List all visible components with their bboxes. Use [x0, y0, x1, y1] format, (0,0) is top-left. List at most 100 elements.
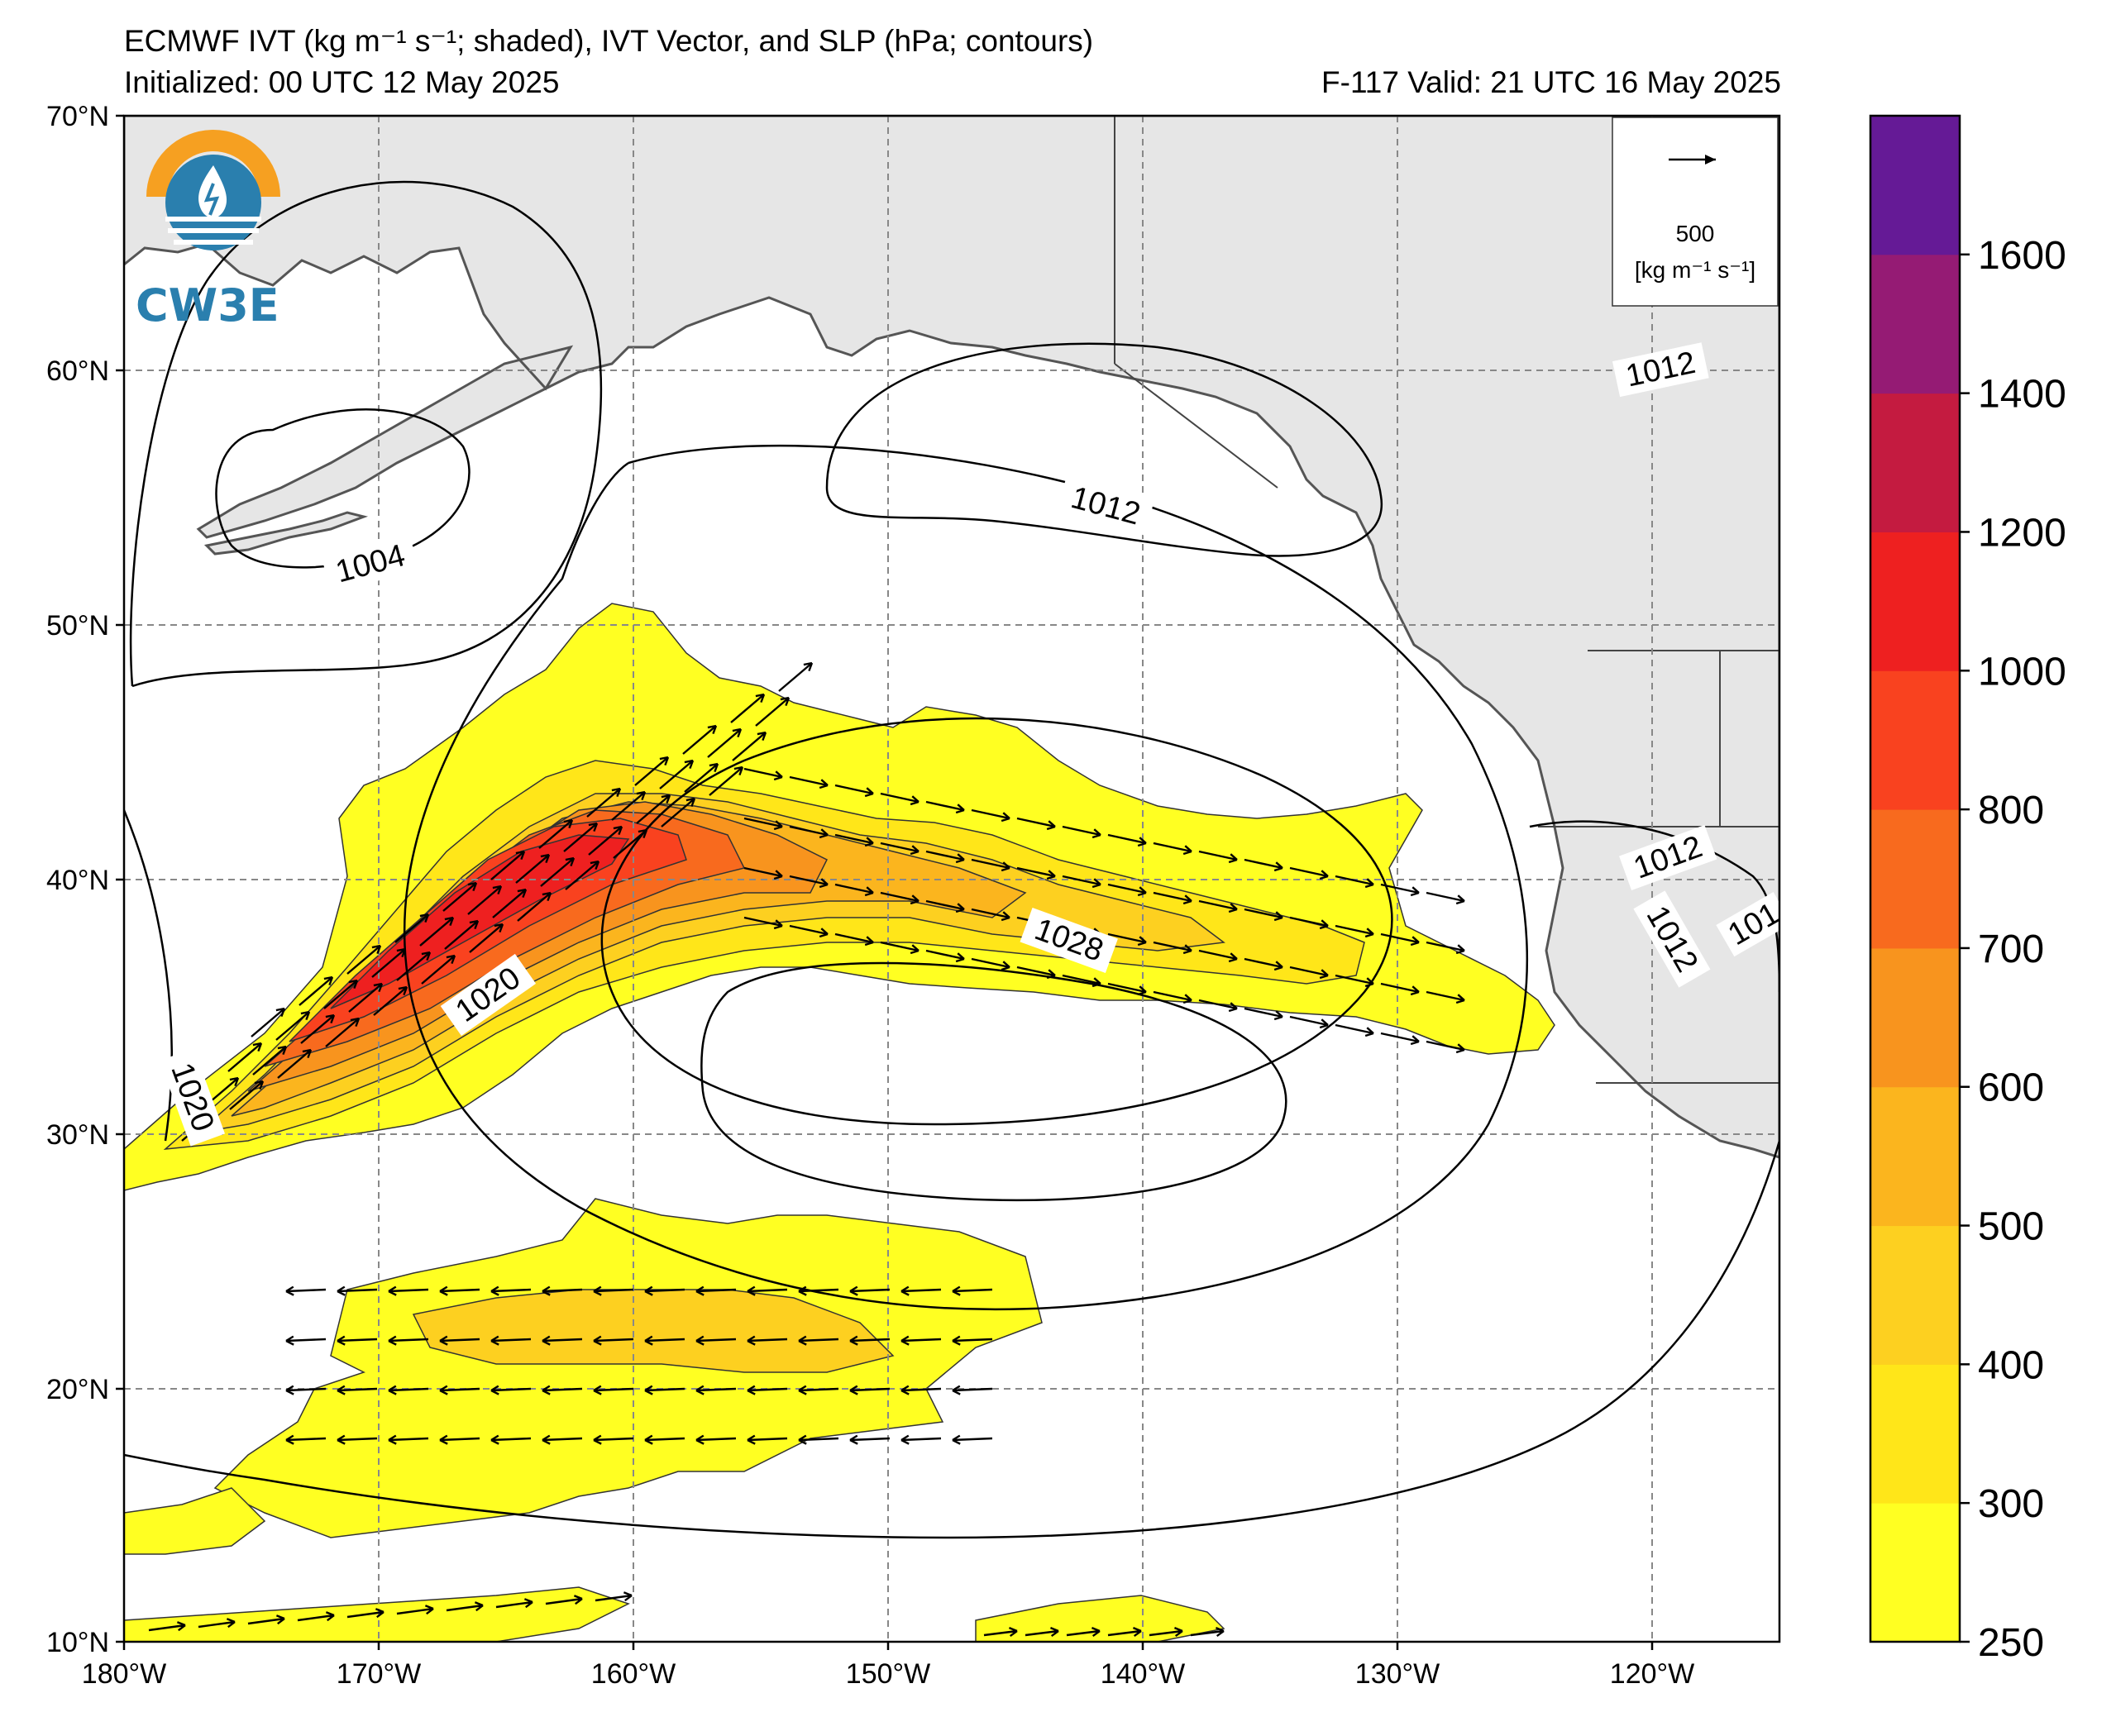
colorbar-label: 800 — [1978, 789, 2044, 832]
colorbar-segment — [1870, 254, 1960, 394]
slp-contour-1004 — [215, 408, 470, 569]
ivt-vector-arrow — [542, 1385, 583, 1395]
ivt-vector-arrow — [849, 1285, 891, 1296]
vector-legend-units: [kg m⁻¹ s⁻¹] — [1635, 257, 1755, 283]
gridlines — [124, 116, 1779, 1642]
ivt-vector-arrow — [467, 885, 503, 915]
ivt-vector-arrow — [299, 975, 334, 1006]
ivt-vector-arrow — [492, 888, 528, 918]
ivt-vector-arrow — [371, 947, 407, 978]
ivt-vector-arrow — [247, 1614, 285, 1625]
ivt-vector-arrow — [747, 1434, 788, 1445]
ivt-vector-arrow — [396, 1605, 434, 1615]
ivt-vector-arrow — [1335, 974, 1374, 988]
ivt-vector-arrow — [1289, 916, 1329, 930]
colorbar-label: 600 — [1978, 1066, 2044, 1110]
ivt-vector-arrow — [952, 1285, 993, 1296]
ivt-vector-arrow — [148, 1621, 186, 1632]
ivt-vector-arrow — [421, 954, 456, 985]
colorbar-label: 700 — [1978, 928, 2044, 971]
slp-contour-1020-ring — [403, 444, 1529, 1311]
ivt-vector-arrow — [900, 1385, 942, 1395]
ivt-vector-arrow — [709, 765, 744, 796]
ivt-vector-arrow — [1153, 941, 1192, 955]
slp-contours — [124, 180, 1779, 1539]
ivt-vector-arrow — [1380, 982, 1420, 996]
ivt-vector-arrow — [849, 1385, 891, 1395]
ivt-vector-arrow — [1335, 1023, 1374, 1037]
colorbar-label: 250 — [1978, 1621, 2044, 1665]
colorbar-label: 500 — [1978, 1205, 2044, 1249]
ivt-vector-arrow — [227, 1042, 263, 1072]
ivt-vector-arrow — [285, 1285, 327, 1296]
initialized-time: Initialized: 00 UTC 12 May 2025 — [124, 65, 560, 99]
ivt-vector-arrow — [469, 923, 504, 953]
vector-legend-value: 500 — [1676, 221, 1715, 246]
ivt-vector-arrow — [588, 825, 623, 856]
colorbar-label: 400 — [1978, 1343, 2044, 1387]
ivt-vector-arrow — [952, 1434, 993, 1445]
colorbar-segment — [1870, 1086, 1960, 1227]
ivt-vector-arrow — [1244, 1007, 1283, 1021]
ivt-vector-arrow — [542, 1335, 583, 1346]
lon-label-150: 150°W — [846, 1658, 930, 1690]
ivt-vector-arrow — [798, 1434, 839, 1445]
ivt-vector-arrow — [755, 696, 791, 727]
ivt-vector-arrow — [834, 833, 874, 847]
map-title: ECMWF IVT (kg m⁻¹ s⁻¹; shaded), IVT Vect… — [124, 24, 1094, 58]
ivt-vector-arrow — [275, 1010, 311, 1041]
alaska-landmass — [124, 116, 1779, 1159]
ivt-vector-arrow — [798, 1285, 839, 1296]
ivt-vector-arrow — [798, 1335, 839, 1346]
ivt-vector-arrow — [490, 850, 526, 880]
ivt-vectors — [148, 661, 1465, 1638]
ivt-vector-arrow — [490, 1285, 532, 1296]
ivt-vector-arrow — [285, 1434, 327, 1445]
ivt-vector-arrow — [636, 794, 671, 824]
ivt-vector-arrow — [695, 1335, 737, 1346]
ivt-vector-arrow — [789, 875, 829, 889]
ivt-vector-arrow — [252, 1045, 288, 1075]
ivt-vector-arrow — [346, 1608, 385, 1619]
colorbar-segment — [1870, 116, 1960, 255]
ivt-vector-arrow — [337, 1385, 378, 1395]
colorbar-segment — [1870, 532, 1960, 671]
ivt-vector-arrow — [925, 899, 965, 913]
ivt-vector-arrow — [1380, 1032, 1420, 1046]
ivt-vector-arrow — [880, 842, 919, 856]
ivt-vector-arrow — [593, 1335, 634, 1346]
ivt-vector-arrow — [789, 825, 829, 839]
slp-contour-1012-east — [1529, 820, 1779, 993]
ivt-vector-arrow — [1426, 990, 1465, 1004]
colorbar: 250 300 400 500 600 700 800 1000 1200 1400 1600 — [1869, 114, 2066, 1665]
ivt-vector-arrow — [1066, 1627, 1101, 1638]
ivt-vector-arrow — [229, 1080, 265, 1110]
ivt-vector-arrow — [900, 1434, 942, 1445]
ivt-vector-arrow — [900, 1335, 942, 1346]
ivt-vector-arrow — [900, 1285, 942, 1296]
ivt-vector-arrow — [1289, 866, 1329, 880]
ivt-vector-arrow — [925, 949, 965, 963]
ivt-vector-arrow — [439, 1285, 480, 1296]
ivt-vector-arrow — [925, 800, 965, 814]
ivt-vector-arrow — [593, 1434, 634, 1445]
vector-legend: 500 [kg m⁻¹ s⁻¹] — [1612, 117, 1779, 307]
ivt-vector-arrow — [1198, 850, 1238, 864]
ivt-vector-arrow — [730, 693, 766, 723]
ivt-vector-arrow — [542, 1434, 583, 1445]
ivt-vector-arrow — [1426, 891, 1465, 905]
slp-contour-1028-ring — [600, 717, 1393, 1126]
ivt-vector-arrow — [983, 1627, 1018, 1638]
ivt-vector-arrow — [388, 1335, 429, 1346]
ivt-vector-arrow — [1153, 842, 1192, 856]
ivt-vector-arrow — [1107, 883, 1147, 897]
ivt-vector-arrow — [1335, 875, 1374, 889]
ivt-vector-arrow — [1016, 817, 1056, 831]
ivt-vector-arrow — [1426, 1040, 1465, 1054]
ivt-vector-arrow — [1335, 924, 1374, 938]
ivt-vector-arrow — [1107, 1627, 1142, 1638]
ivt-vector-arrow — [644, 1335, 685, 1346]
slp-contour-1032-inner — [700, 961, 1287, 1202]
colorbar-label: 1400 — [1978, 373, 2066, 417]
